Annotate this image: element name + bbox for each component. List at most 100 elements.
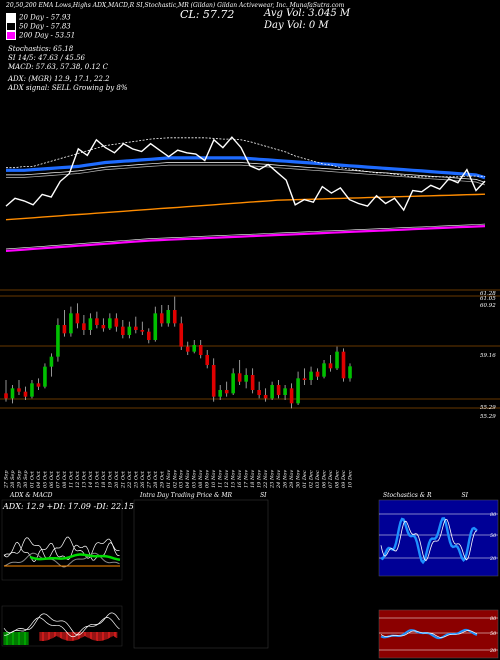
ma-legend: 20 Day - 57.93 50 Day - 57.83 200 Day - … (6, 13, 75, 40)
date-label: 08 Nov (198, 470, 204, 488)
candle-body (289, 388, 294, 404)
candle-body (17, 388, 21, 392)
rsi-line (380, 628, 478, 640)
macd-signal-line (3, 617, 120, 638)
rsi-level-label: 50 (490, 631, 497, 637)
candle-body (185, 346, 190, 352)
candle-body (302, 378, 307, 380)
date-label: 13 Oct (81, 470, 87, 488)
candle-body (10, 388, 15, 399)
legend-label-50: 50 Day - 57.83 (19, 22, 71, 31)
date-label: 05 Nov (192, 470, 198, 488)
candle-body (309, 371, 313, 380)
date-label: 15 Nov (231, 470, 237, 488)
date-label: 02 Dec (309, 470, 315, 488)
candle-body (69, 313, 73, 334)
candle-body (341, 351, 346, 379)
candle-body (30, 383, 34, 397)
date-label: 16 Nov (237, 470, 243, 488)
candle-body (335, 351, 339, 369)
ema200-line (5, 225, 486, 252)
candle-body (159, 313, 164, 324)
intraday-title-suffix: SI (260, 492, 267, 499)
date-label: 04 Oct (36, 470, 42, 488)
date-label: 07 Dec (328, 470, 334, 488)
candle-body (36, 383, 41, 387)
candle-body (134, 326, 138, 330)
candle-body (257, 390, 261, 395)
date-label: 07 Oct (55, 470, 61, 488)
day-vol: Day Vol: 0 M (264, 20, 329, 31)
legend-swatch-200 (6, 31, 16, 40)
date-label: 22 Oct (127, 470, 133, 489)
date-label: 27 Sep (4, 470, 10, 489)
date-label: 17 Nov (244, 470, 250, 488)
stoch-level-label: 50 (490, 533, 497, 539)
date-label: 19 Nov (257, 470, 263, 488)
date-label: 30 Nov (296, 470, 302, 488)
candle-body (62, 325, 67, 334)
date-label: 06 Oct (49, 470, 55, 488)
adx-green-line (29, 553, 121, 561)
rsi-level-label: 20 (489, 648, 497, 654)
intraday-title-text: Intra Day Trading Price & MR (140, 492, 233, 499)
date-label: 09 Nov (205, 470, 211, 488)
adx-readout: ADX: (MGR) 12.9, 17.1, 22.2 (8, 75, 110, 83)
close-label: CL: 57.72 (180, 8, 235, 21)
legend-swatch-50 (6, 22, 16, 31)
stoch-title-suffix: SI (461, 492, 468, 499)
date-label: 29 Sep (16, 470, 22, 489)
candle-body (82, 323, 86, 330)
candle-body (270, 385, 274, 399)
date-label: 12 Oct (75, 470, 81, 488)
candle-body (224, 390, 229, 394)
candle-body (263, 395, 268, 399)
intraday-panel-frame (133, 499, 269, 649)
candle-body (218, 390, 222, 397)
date-label: 12 Nov (224, 470, 230, 488)
date-label: 26 Nov (283, 470, 289, 489)
candle-body (198, 345, 203, 355)
date-label: 29 Nov (289, 470, 295, 489)
date-label: 03 Nov (179, 470, 185, 488)
price-level-label: 55.29 (480, 405, 496, 411)
legend-label-20: 20 Day - 57.93 (19, 13, 71, 22)
candle-body (231, 373, 235, 394)
adx-macd-title: ADX & MACD (10, 492, 53, 499)
date-label: 10 Nov (211, 470, 217, 488)
candle-body (244, 375, 248, 382)
date-label: 01 Nov (166, 470, 172, 488)
adx-values-readout: ADX: 12.9 +DI: 17.09 -DI: 22.15 (3, 502, 134, 511)
legend-item-50: 50 Day - 57.83 (6, 22, 75, 31)
date-label: 11 Oct (68, 470, 74, 488)
ema50-band-upper (6, 162, 486, 183)
date-label: 05 Oct (42, 470, 48, 488)
candle-body (172, 310, 177, 324)
legend-label-200: 200 Day - 53.51 (19, 31, 76, 40)
date-label: 21 Oct (120, 470, 126, 489)
date-label: 23 Nov (270, 470, 276, 489)
date-label: 01 Dec (302, 470, 308, 488)
price-level-label: 59.16 (480, 353, 496, 359)
date-label: 09 Dec (341, 470, 347, 488)
candle-body (192, 345, 197, 352)
candle-body (211, 365, 216, 397)
price-level-label: 55.29 (480, 414, 496, 420)
date-label: 11 Nov (218, 470, 224, 488)
candle-body (23, 391, 28, 397)
candle-body (95, 318, 99, 325)
adx-panel-frame (1, 499, 123, 581)
macd-line (3, 612, 120, 636)
date-label: 22 Nov (263, 470, 269, 489)
candle-body (56, 325, 60, 357)
candle-body (315, 371, 320, 377)
date-label: 30 Sep (23, 470, 29, 488)
candle-body (114, 318, 119, 327)
candle-body (43, 366, 47, 387)
date-label: 03 Dec (315, 470, 321, 488)
date-label: 01 Oct (29, 470, 35, 488)
ema20-line (6, 137, 486, 178)
legend-item-20: 20 Day - 57.93 (6, 13, 75, 22)
stoch-title: Stochastics & R SI (383, 492, 468, 499)
ema200-outline (5, 223, 486, 250)
